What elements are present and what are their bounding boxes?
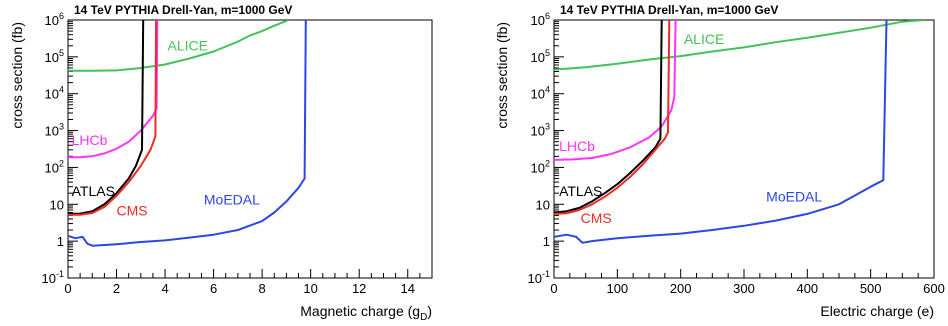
series-label-cms: CMS [117, 202, 148, 218]
series-group [554, 20, 925, 244]
y-tick-label: 105 [45, 48, 64, 65]
series-label-alice: ALICE [684, 31, 724, 47]
series-line-moedal [554, 20, 888, 244]
series-line-atlas [554, 20, 663, 214]
x-tick-label: 6 [210, 281, 217, 296]
y-tick-label: 102 [45, 158, 64, 175]
series-label-atlas: ATLAS [72, 183, 115, 199]
series-label-moedal: MoEDAL [204, 191, 260, 207]
series-group [68, 20, 307, 247]
y-tick-label: 104 [45, 85, 64, 102]
x-tick-label: 14 [400, 281, 414, 296]
series-line-alice [554, 20, 925, 71]
x-tick-label: 200 [670, 281, 692, 296]
chart-title: 14 TeV PYTHIA Drell-Yan, m=1000 GeV [74, 3, 292, 17]
series-label-cms: CMS [581, 210, 612, 226]
y-tick-label: 10 [536, 197, 550, 212]
x-tick-label: 500 [860, 281, 882, 296]
series-line-lhcb [554, 20, 677, 161]
y-tick-label: 105 [531, 48, 550, 65]
series-line-alice [68, 20, 290, 72]
x-axis-label: Magnetic charge (gD) [300, 303, 432, 323]
x-axis-label: Electric charge (e) [820, 303, 934, 319]
x-tick-label: 2 [113, 281, 120, 296]
chart-right: 0 100 200 300 400 500 600 10-1 1 10 102 103 104 105 10… [494, 3, 945, 319]
series-label-atlas: ATLAS [559, 183, 602, 199]
series-label-lhcb: LHCb [559, 138, 595, 154]
x-tick-label: 10 [303, 281, 317, 296]
x-tick-label: 8 [259, 281, 266, 296]
chart-title: 14 TeV PYTHIA Drell-Yan, m=1000 GeV [560, 3, 778, 17]
series-line-moedal [68, 20, 307, 247]
series-line-cms [68, 20, 158, 216]
y-tick-label: 103 [531, 122, 550, 139]
series-line-atlas [68, 20, 145, 215]
y-tick-label: 104 [531, 85, 550, 102]
y-axis-label: cross section (fb) [9, 22, 25, 129]
y-tick-label: 106 [531, 11, 550, 28]
x-tick-label: 12 [352, 281, 366, 296]
y-tick-label: 10-1 [528, 269, 550, 286]
y-tick-label: 1 [57, 234, 64, 249]
x-tick-label: 100 [606, 281, 628, 296]
y-tick-label: 10-1 [42, 269, 64, 286]
x-tick-label: 400 [796, 281, 818, 296]
x-tick-label: 300 [733, 281, 755, 296]
x-tick-label: 4 [161, 281, 168, 296]
y-tick-label: 1 [543, 234, 550, 249]
x-tick-label: 0 [550, 281, 557, 296]
y-tick-label: 103 [45, 122, 64, 139]
y-tick-label: 106 [45, 11, 64, 28]
series-label-lhcb: LHCb [72, 132, 108, 148]
y-tick-label: 102 [531, 158, 550, 175]
series-label-moedal: MoEDAL [766, 188, 822, 204]
x-tick-label: 600 [923, 281, 945, 296]
chart-left: 0 2 4 6 8 10 12 14 10-1 1 10 102 103 104 105 106 14 TeV … [9, 3, 433, 323]
y-axis-label: cross section (fb) [494, 22, 510, 129]
y-tick-label: 10 [50, 197, 64, 212]
series-label-alice: ALICE [167, 37, 207, 53]
x-tick-label: 0 [64, 281, 71, 296]
series-line-cms [554, 20, 671, 215]
plot-frame [67, 19, 433, 279]
